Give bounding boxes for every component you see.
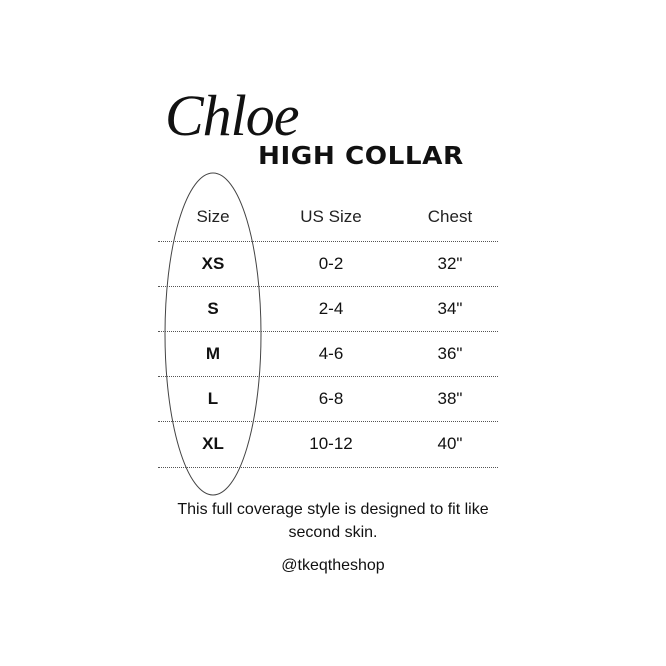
chest-cell: 36" [437, 343, 463, 363]
size-cell: M [205, 343, 221, 363]
fit-note: This full coverage style is designed to … [177, 501, 489, 541]
row-divider [158, 241, 498, 242]
chest-cell: 32" [437, 253, 463, 273]
brand-logo: Chloe [165, 83, 300, 148]
column-header: US Size [300, 207, 362, 226]
chest-cell: 34" [437, 298, 463, 318]
column-header: Chest [427, 207, 473, 226]
size-cell: XL [202, 434, 224, 453]
row-divider [158, 331, 498, 332]
us-size-cell: 10-12 [309, 434, 353, 453]
us-size-cell: 6-8 [318, 388, 344, 408]
chest-cell: 40" [437, 434, 463, 453]
size-cell: S [207, 298, 219, 318]
row-divider [158, 286, 498, 287]
row-divider [158, 421, 498, 422]
chest-cell: 38" [437, 388, 463, 408]
row-divider [158, 376, 498, 377]
us-size-cell: 2-4 [318, 298, 344, 318]
us-size-cell: 4-6 [318, 343, 344, 363]
size-cell: XS [201, 253, 225, 273]
shop-handle: @tkeqtheshop [281, 557, 385, 574]
product-subtitle: HIGH COLLAR [258, 141, 464, 170]
column-header: Size [196, 207, 230, 226]
size-cell: L [207, 388, 219, 408]
us-size-cell: 0-2 [318, 253, 344, 273]
row-divider [158, 467, 498, 468]
